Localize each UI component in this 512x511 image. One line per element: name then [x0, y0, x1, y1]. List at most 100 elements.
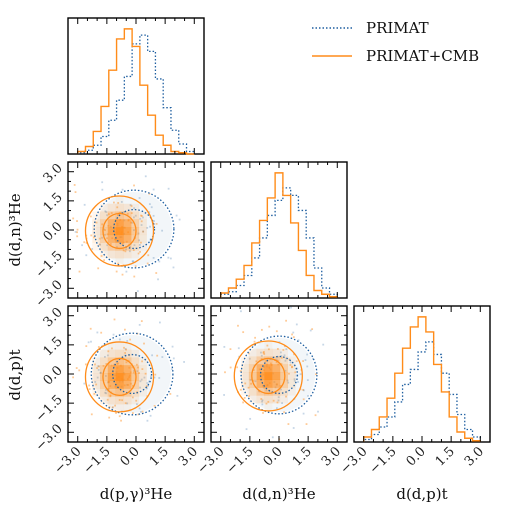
sample-point: [240, 310, 242, 313]
sample-point: [125, 348, 127, 351]
sample-point: [149, 225, 151, 228]
sample-point: [244, 382, 247, 385]
density-cell: [138, 357, 147, 366]
density-cell: [241, 387, 250, 396]
sample-point: [105, 389, 107, 391]
x-tick-label: 1.5: [290, 444, 315, 469]
contour-primat-cmb-1sigma: [102, 212, 137, 250]
density-cell: [100, 211, 109, 220]
sample-point: [150, 206, 153, 209]
contour-primat-2sigma: [240, 335, 318, 415]
sample-point: [133, 369, 135, 372]
sample-point: [139, 217, 142, 220]
density-cell: [256, 348, 265, 357]
sample-point: [149, 414, 152, 417]
sample-point: [158, 260, 161, 263]
sample-point: [112, 333, 115, 336]
sample-point: [270, 362, 272, 365]
sample-point: [252, 379, 255, 382]
sample-point: [312, 357, 314, 360]
density-cell: [115, 227, 124, 236]
density-cell: [264, 348, 273, 357]
sample-point: [306, 353, 309, 356]
sample-point: [167, 187, 170, 190]
sample-point: [152, 257, 155, 259]
density-cell: [241, 356, 250, 365]
density-cell: [115, 404, 124, 413]
sample-point: [156, 354, 159, 357]
hist-primat-cmb-dpg: [77, 28, 195, 155]
sample-point: [126, 340, 129, 342]
sample-point: [245, 428, 248, 431]
sample-point: [76, 235, 79, 238]
density-cell: [123, 234, 132, 243]
sample-point: [117, 214, 119, 217]
sample-point: [103, 233, 106, 236]
contour-primat-cmb-1sigma: [102, 357, 137, 397]
sample-point: [140, 411, 142, 413]
sample-point: [293, 379, 296, 382]
sample-point: [291, 333, 293, 336]
sample-point: [117, 262, 119, 265]
density-cell: [115, 219, 124, 228]
density-cell: [107, 349, 116, 358]
sample-point: [93, 392, 96, 395]
sample-point: [292, 336, 295, 339]
sample-point: [141, 360, 143, 363]
sample-point: [100, 255, 103, 257]
sample-point: [267, 348, 270, 351]
sample-point: [293, 378, 296, 381]
sample-point: [104, 355, 106, 358]
density-cell: [115, 234, 124, 243]
sample-point: [74, 231, 77, 233]
density-cell: [107, 404, 116, 413]
sample-point: [176, 394, 179, 397]
sample-point: [121, 188, 124, 191]
sample-point: [254, 336, 256, 339]
density-cell: [287, 372, 296, 381]
sample-point: [133, 229, 135, 232]
sample-point: [128, 245, 131, 248]
sample-point: [277, 399, 280, 402]
sample-point: [153, 404, 156, 407]
density-cell: [123, 365, 132, 374]
density-cell: [248, 348, 257, 357]
sample-point: [115, 270, 118, 273]
density-cell: [131, 349, 140, 358]
density-cell: [248, 387, 257, 396]
density-cell: [123, 404, 132, 413]
sample-point: [302, 412, 305, 415]
sample-point: [223, 345, 226, 348]
sample-point: [104, 375, 107, 377]
sample-point: [275, 358, 278, 361]
density-cell: [123, 203, 132, 212]
sample-point: [113, 363, 116, 366]
sample-point: [169, 257, 172, 260]
x-tick-label: 0.0: [118, 444, 143, 469]
density-cell: [279, 356, 288, 365]
sample-point: [146, 419, 149, 422]
sample-point: [236, 366, 239, 369]
sample-point: [137, 413, 140, 416]
sample-point: [263, 353, 266, 355]
sample-point: [148, 211, 151, 214]
sample-point: [286, 379, 289, 382]
density-cell: [138, 219, 147, 228]
density-cell: [138, 388, 147, 397]
density-cell: [131, 203, 140, 212]
hist-primat-ddp: [363, 341, 481, 442]
sample-point: [158, 321, 161, 324]
sample-point: [302, 389, 305, 392]
sample-point: [239, 388, 242, 391]
sample-point: [106, 233, 109, 236]
sample-point: [100, 331, 103, 334]
density-cell: [123, 357, 132, 366]
y-tick-label: −1.5: [33, 248, 66, 281]
density-cell: [115, 365, 124, 374]
density-cell: [115, 396, 124, 405]
sample-point: [271, 436, 274, 439]
sample-point: [123, 346, 125, 349]
density-cell: [100, 357, 109, 366]
sample-point: [131, 366, 134, 369]
